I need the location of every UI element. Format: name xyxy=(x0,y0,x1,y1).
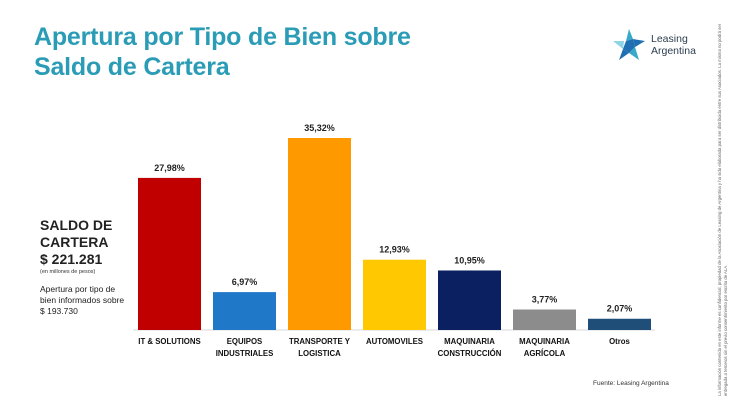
bar xyxy=(288,138,351,330)
bar xyxy=(213,292,276,330)
bar xyxy=(588,318,651,330)
summary-heading-line-2: CARTERA xyxy=(40,234,109,250)
category-label: AGRÍCOLA xyxy=(524,349,566,358)
bar xyxy=(138,177,201,330)
summary-amount: $ 221.281 xyxy=(40,251,103,267)
source-note: Fuente: Leasing Argentina xyxy=(593,380,669,387)
category-label: MAQUINARIA xyxy=(444,337,495,346)
summary-heading-line-1: SALDO DE xyxy=(40,217,113,233)
category-label: MAQUINARIA xyxy=(519,337,570,346)
summary-note-line-3: $ 193.730 xyxy=(40,306,78,316)
bar xyxy=(513,309,576,330)
disclaimer-text: La información contenida en este informe… xyxy=(717,23,728,396)
category-label: Otros xyxy=(609,337,630,346)
logo-name-line-2: Argentina xyxy=(651,45,696,57)
title-line-1: Apertura por Tipo de Bien sobre xyxy=(34,23,411,51)
leasing-argentina-logo: Leasing Argentina xyxy=(612,28,708,68)
data-label: 3,77% xyxy=(532,295,558,305)
data-label: 27,98% xyxy=(154,163,185,173)
page-title: Apertura por Tipo de Bien sobre Saldo de… xyxy=(34,22,411,82)
category-label: TRANSPORTE Y xyxy=(289,337,351,346)
bar xyxy=(438,270,501,330)
star-logo-icon xyxy=(613,29,645,60)
category-label: INDUSTRIALES xyxy=(216,349,274,358)
category-label: CONSTRUCCIÓN xyxy=(438,349,502,358)
data-label: 12,93% xyxy=(379,245,410,255)
data-label: 10,95% xyxy=(454,255,485,265)
logo-name-line-1: Leasing xyxy=(651,33,688,45)
data-label: 6,97% xyxy=(232,277,258,287)
portfolio-summary: SALDO DE CARTERA $ 221.281 (en millones … xyxy=(40,217,140,317)
category-label: LOGISTICA xyxy=(298,349,341,358)
bar xyxy=(363,259,426,330)
category-label: IT & SOLUTIONS xyxy=(138,337,200,346)
title-line-2: Saldo de Cartera xyxy=(34,53,230,81)
data-label: 35,32% xyxy=(304,123,335,133)
data-label: 2,07% xyxy=(607,304,633,314)
summary-note-line-1: Apertura por tipo de xyxy=(40,284,116,294)
summary-note-line-2: bien informados sobre xyxy=(40,295,125,305)
summary-unit: (en millones de pesos) xyxy=(40,269,96,275)
category-label: AUTOMOVILES xyxy=(366,337,423,346)
category-label: EQUIPOS xyxy=(227,337,263,346)
logo-name: Leasing Argentina xyxy=(651,33,696,57)
